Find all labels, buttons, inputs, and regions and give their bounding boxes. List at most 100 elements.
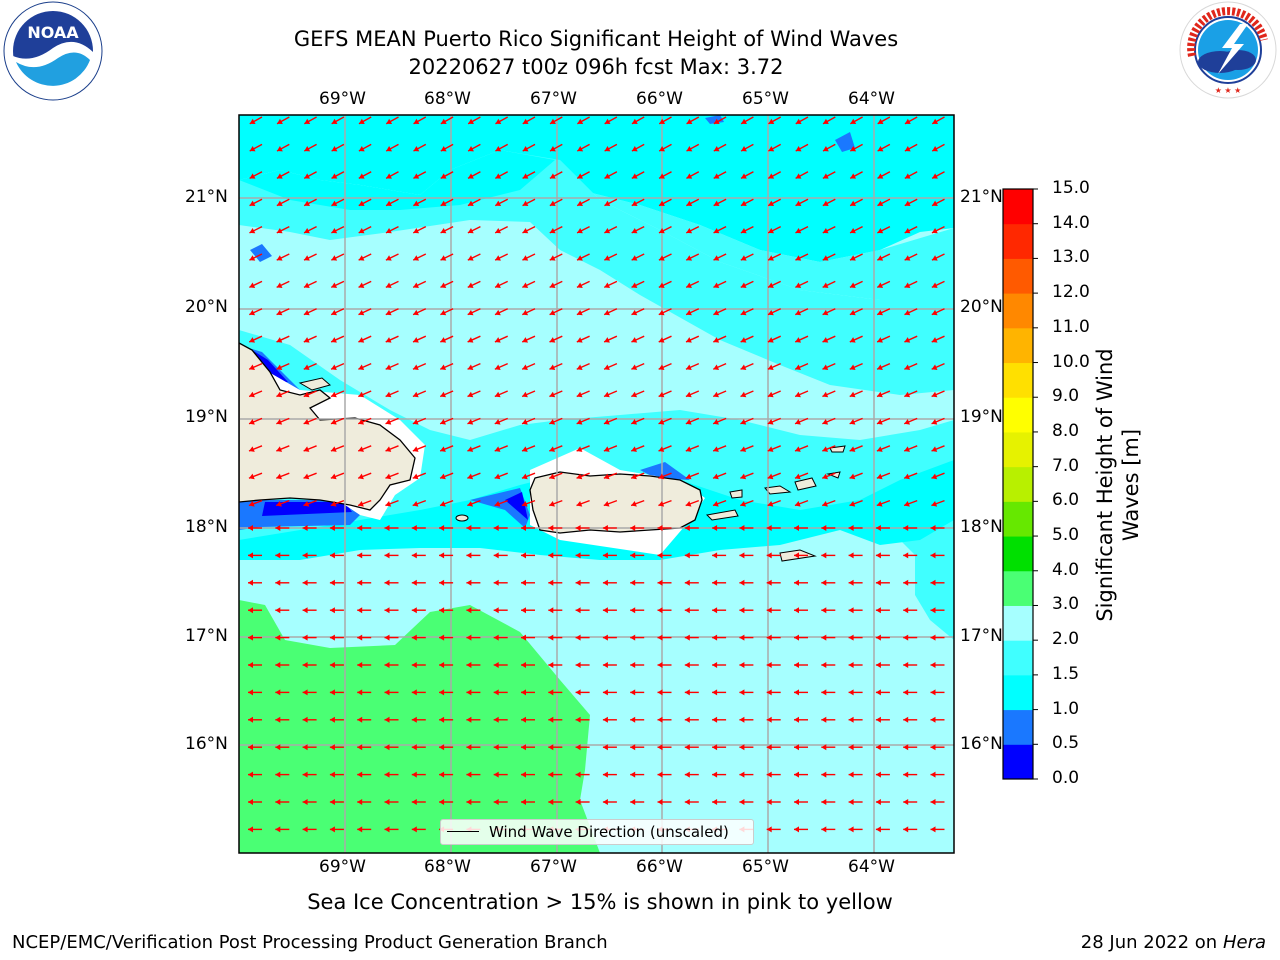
wave-arrow-head xyxy=(932,118,939,124)
wave-arrow-head xyxy=(276,200,283,206)
wave-arrow-head xyxy=(931,255,938,261)
wave-arrow-head xyxy=(384,716,390,723)
wave-arrow-head xyxy=(440,309,447,316)
wave-arrow-head xyxy=(440,473,446,480)
colorbar-segment xyxy=(1003,744,1033,780)
wave-arrow-head xyxy=(248,771,253,778)
wave-arrow-head xyxy=(412,500,419,507)
wave-arrow-head xyxy=(466,607,472,614)
wave-arrow-head xyxy=(630,744,636,751)
wave-arrow-head xyxy=(493,579,499,586)
colorbar-level-label: 13.0 xyxy=(1052,247,1090,268)
wave-arrow-head xyxy=(602,607,608,614)
wave-arrow-head xyxy=(740,391,747,398)
wave-arrow-head xyxy=(602,579,608,586)
colorbar-level-label: 1.5 xyxy=(1052,663,1080,684)
wave-arrow-head xyxy=(631,364,638,370)
wave-arrow-head xyxy=(275,525,281,531)
wave-arrow-head xyxy=(249,391,255,398)
wave-arrow-head xyxy=(521,579,526,586)
wave-arrow-head xyxy=(493,716,499,723)
wave-arrow-head xyxy=(576,419,583,425)
wave-arrow-head xyxy=(822,146,829,152)
wave-arrow-head xyxy=(930,662,936,668)
wave-arrow-head xyxy=(521,716,526,723)
wave-arrow-head xyxy=(740,500,747,507)
wave-arrow-head xyxy=(548,607,554,614)
wave-arrow-head xyxy=(304,200,310,206)
wave-arrow-head xyxy=(821,607,827,614)
wave-arrow-head xyxy=(413,173,420,179)
wave-arrow-head xyxy=(276,364,283,370)
wave-arrow-head xyxy=(302,634,308,641)
wave-arrow-head xyxy=(822,309,829,316)
wave-arrow-head xyxy=(657,579,663,586)
wave-arrow-head xyxy=(329,634,335,641)
wave-arrow-head xyxy=(795,446,801,452)
wave-arrow-head xyxy=(930,744,936,751)
wave-arrow-head xyxy=(413,146,420,152)
wave-arrow-head xyxy=(495,118,502,124)
wave-arrow-head xyxy=(575,716,581,723)
wave-arrow-head xyxy=(657,689,663,696)
wave-arrow-head xyxy=(795,419,801,425)
wave-arrow-head xyxy=(440,446,446,452)
wave-arrow-head xyxy=(848,662,854,668)
wave-arrow-head xyxy=(821,716,827,723)
wave-arrow-head xyxy=(276,309,283,316)
wave-arrow-head xyxy=(877,364,883,370)
colorbar-segment xyxy=(1003,431,1033,468)
wave-arrow-head xyxy=(931,337,938,343)
wave-arrow-head xyxy=(384,634,390,641)
wave-arrow-head xyxy=(768,227,774,234)
wave-arrow-head xyxy=(384,744,390,751)
wave-arrow-head xyxy=(304,118,311,124)
wave-arrow-head xyxy=(877,255,884,261)
wave-arrow-head xyxy=(768,282,774,288)
wave-arrow-head xyxy=(766,525,772,531)
wave-arrow-head xyxy=(713,227,720,234)
wave-arrow-head xyxy=(875,716,881,723)
wave-arrow-head xyxy=(549,419,556,425)
wave-arrow-head xyxy=(493,552,499,559)
wave-arrow-head xyxy=(657,799,663,805)
wave-arrow-head xyxy=(249,446,255,452)
wave-arrow-head xyxy=(877,309,883,316)
wave-arrow-head xyxy=(794,662,799,668)
wind-wave-arrows xyxy=(248,116,945,833)
lat-label: 16°N xyxy=(960,734,1003,754)
wave-arrow-head xyxy=(767,446,774,452)
wave-arrow-head xyxy=(739,525,745,531)
wave-arrow-head xyxy=(849,473,856,480)
wave-arrow-head xyxy=(358,200,365,206)
wave-arrow-head xyxy=(767,473,774,480)
wave-arrow-head xyxy=(602,716,608,723)
wave-arrow-head xyxy=(385,337,392,343)
wave-arrow-head xyxy=(659,173,665,179)
wave-arrow-head xyxy=(467,473,474,480)
wave-arrow-head xyxy=(440,337,447,343)
colorbar-segment xyxy=(1003,640,1033,676)
wave-arrow-head xyxy=(848,607,854,614)
wave-arrow-head xyxy=(303,309,310,316)
wave-arrow-head xyxy=(467,227,474,234)
colorbar-frame xyxy=(1002,188,1034,780)
wave-arrow-head xyxy=(412,446,419,452)
sea-ice-note: Sea Ice Concentration > 15% is shown in … xyxy=(0,890,1280,914)
wave-arrow-head xyxy=(276,282,283,288)
wave-arrow-head xyxy=(739,662,745,668)
wave-arrow-head xyxy=(739,552,745,559)
wave-arrow-head xyxy=(248,552,253,559)
wave-arrow-head xyxy=(849,419,856,425)
wave-arrow-head xyxy=(604,146,611,152)
colorbar-segment xyxy=(1003,674,1033,711)
wave-arrow-head xyxy=(849,337,856,343)
wave-arrow-head xyxy=(576,391,583,398)
wave-arrow-head xyxy=(522,309,529,316)
colorbar-level-label: 12.0 xyxy=(1052,282,1090,303)
wave-arrow-head xyxy=(794,634,799,641)
wave-arrow-head xyxy=(904,118,911,124)
wave-arrow-head xyxy=(712,500,719,507)
colorbar-segment xyxy=(1003,536,1033,572)
wave-arrow-head xyxy=(741,146,747,152)
